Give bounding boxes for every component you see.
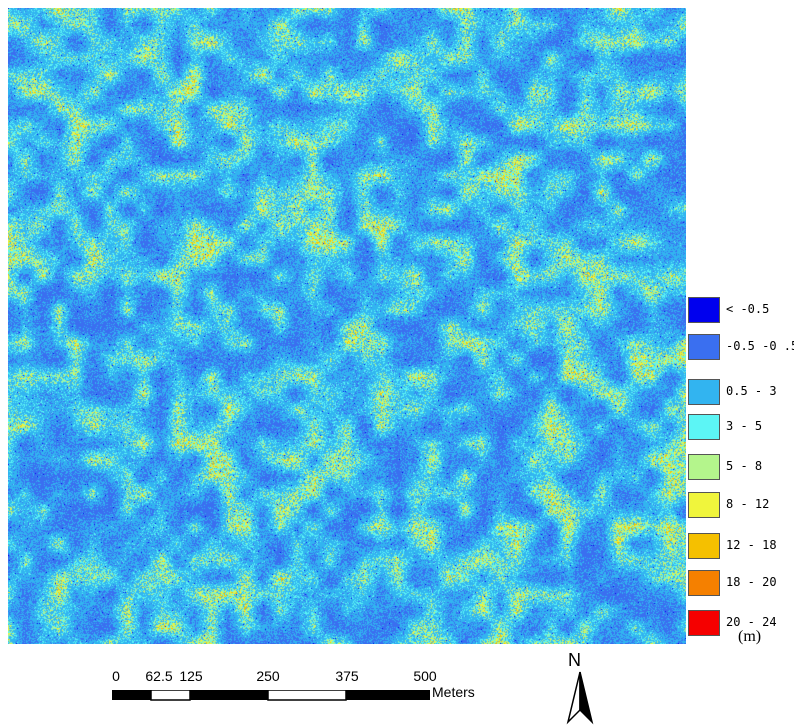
scale-bar: 0 62.5 125 250 375 500 — [100, 662, 500, 712]
legend-swatch — [688, 492, 720, 518]
scale-tick-label: 500 — [413, 668, 437, 684]
legend-label: < -0.5 — [726, 302, 770, 316]
elevation-map — [8, 8, 686, 644]
legend-swatch — [688, 610, 720, 636]
legend-label: 8 - 12 — [726, 497, 770, 511]
scale-tick-label: 250 — [256, 668, 280, 684]
legend-item: 3 - 5 — [688, 414, 794, 440]
scale-units: Meters — [432, 684, 475, 700]
north-label: N — [568, 650, 581, 670]
legend-item: 20 - 24 — [688, 610, 794, 636]
scale-tick-label: 375 — [335, 668, 359, 684]
legend-swatch — [688, 334, 720, 360]
legend-swatch — [688, 454, 720, 480]
scale-bar-graphic — [112, 690, 430, 701]
legend-label: 3 - 5 — [726, 419, 763, 433]
legend-swatch — [688, 379, 720, 405]
legend-label: 20 - 24 — [726, 615, 777, 629]
legend-item: 0.5 - 3 — [688, 379, 794, 405]
legend-label: 12 - 18 — [726, 538, 777, 552]
legend-item: 8 - 12 — [688, 492, 794, 518]
scale-tick-label: 0 — [112, 668, 120, 684]
legend-item: 5 - 8 — [688, 454, 794, 480]
scale-tick-label: 62.5 — [145, 668, 173, 684]
legend-item: -0.5 -0 .5 — [688, 334, 794, 360]
legend-item: 12 - 18 — [688, 533, 794, 559]
scale-tick-label: 125 — [179, 668, 203, 684]
legend-item: 18 - 20 — [688, 570, 794, 596]
legend-item: < -0.5 — [688, 297, 794, 323]
legend-swatch — [688, 414, 720, 440]
legend-swatch — [688, 533, 720, 559]
legend-label: 18 - 20 — [726, 575, 777, 589]
legend-label: 5 - 8 — [726, 459, 763, 473]
legend-swatch — [688, 570, 720, 596]
legend-swatch — [688, 297, 720, 323]
north-arrow-icon — [566, 671, 594, 725]
legend-label: -0.5 -0 .5 — [726, 339, 794, 353]
legend-unit: (m) — [738, 628, 762, 645]
legend-label: 0.5 - 3 — [726, 384, 777, 398]
